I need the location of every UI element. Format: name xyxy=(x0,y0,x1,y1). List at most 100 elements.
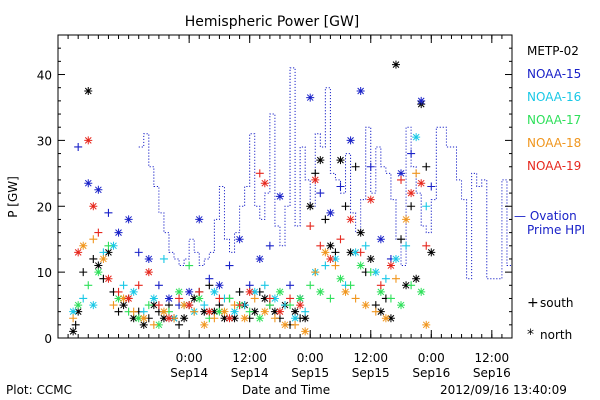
data-point-north xyxy=(376,235,385,244)
data-point-north xyxy=(200,320,209,329)
data-point-south xyxy=(407,281,416,290)
data-point-north xyxy=(417,287,426,296)
data-point-north xyxy=(210,287,219,296)
data-point-north xyxy=(220,307,229,316)
data-point-north xyxy=(134,314,143,323)
data-point-south xyxy=(291,320,300,329)
data-point-north xyxy=(84,86,93,95)
data-point-south xyxy=(306,281,315,290)
data-point-south xyxy=(316,189,325,198)
data-point-south xyxy=(89,235,98,244)
data-point-south xyxy=(427,182,436,191)
data-point-south xyxy=(114,287,123,296)
data-point-south xyxy=(114,307,123,316)
data-point-south xyxy=(74,142,83,151)
data-point-north xyxy=(195,215,204,224)
data-point-north xyxy=(139,314,148,323)
data-point-south xyxy=(109,301,118,310)
data-point-north xyxy=(321,248,330,257)
data-point-north xyxy=(195,294,204,303)
data-point-south xyxy=(154,281,163,290)
data-point-north xyxy=(235,235,244,244)
data-point-south xyxy=(265,241,274,250)
data-point-south xyxy=(175,320,184,329)
data-point-north xyxy=(376,287,385,296)
y-tick-label: 40 xyxy=(37,69,52,83)
legend-ovation-label: — Ovation xyxy=(514,209,577,223)
data-point-north xyxy=(301,314,310,323)
legend-marker-symbol: * xyxy=(527,327,534,343)
data-point-north xyxy=(422,320,431,329)
data-point-south xyxy=(260,281,269,290)
data-point-north xyxy=(381,314,390,323)
data-point-north xyxy=(94,261,103,270)
data-point-north xyxy=(185,301,194,310)
data-point-north xyxy=(346,215,355,224)
data-point-north xyxy=(69,307,78,316)
data-point-north xyxy=(427,248,436,257)
data-point-north xyxy=(79,241,88,250)
data-point-south xyxy=(215,294,224,303)
data-point-north xyxy=(119,301,128,310)
data-point-north xyxy=(109,241,118,250)
y-tick-label: 10 xyxy=(37,266,52,280)
legend-marker-label: south xyxy=(540,296,574,310)
data-point-north xyxy=(175,287,184,296)
data-point-south xyxy=(69,314,78,323)
data-point-south xyxy=(154,301,163,310)
data-point-north xyxy=(129,314,138,323)
data-point-south xyxy=(407,202,416,211)
data-point-north xyxy=(402,215,411,224)
data-point-north xyxy=(301,327,310,336)
data-point-north xyxy=(185,287,194,296)
data-point-north xyxy=(296,301,305,310)
data-point-south xyxy=(316,241,325,250)
legend-item: NOAA-18 xyxy=(527,136,581,150)
data-point-north xyxy=(356,261,365,270)
data-point-north xyxy=(149,301,158,310)
data-point-north xyxy=(311,175,320,184)
data-point-north xyxy=(326,254,335,263)
x-tick-date-label: Sep16 xyxy=(473,366,511,380)
data-point-north xyxy=(154,320,163,329)
data-point-south xyxy=(190,307,199,316)
data-point-south xyxy=(89,254,98,263)
data-point-south xyxy=(341,202,350,211)
data-point-north xyxy=(356,86,365,95)
data-point-south xyxy=(402,241,411,250)
data-point-north xyxy=(104,248,113,257)
data-point-south xyxy=(356,248,365,257)
data-point-north xyxy=(291,307,300,316)
data-point-north xyxy=(326,241,335,250)
x-tick-time-label: 12:00 xyxy=(353,351,388,365)
data-point-south xyxy=(225,261,234,270)
data-point-north xyxy=(124,215,133,224)
data-point-south xyxy=(381,274,390,283)
data-point-south xyxy=(306,222,315,231)
x-axis-label: Date and Time xyxy=(242,383,330,397)
data-point-south xyxy=(119,281,128,290)
data-point-north xyxy=(316,156,325,165)
data-point-south xyxy=(361,241,370,250)
data-point-south xyxy=(286,294,295,303)
data-point-north xyxy=(149,294,158,303)
data-point-north xyxy=(230,314,239,323)
data-point-north xyxy=(341,287,350,296)
x-tick-date-label: Sep14 xyxy=(170,366,208,380)
data-point-north xyxy=(255,254,264,263)
data-point-south xyxy=(412,169,421,178)
data-point-north xyxy=(371,268,380,277)
data-point-south xyxy=(71,320,80,329)
data-point-north xyxy=(164,314,173,323)
data-point-south xyxy=(205,274,214,283)
data-point-south xyxy=(301,307,310,316)
data-point-south xyxy=(255,169,264,178)
data-point-north xyxy=(190,294,199,303)
y-axis-label: P [GW] xyxy=(6,176,20,218)
data-point-south xyxy=(336,182,345,191)
data-point-south xyxy=(149,320,158,329)
ovation-prime-hpi-line xyxy=(138,67,512,280)
data-point-south xyxy=(270,314,279,323)
data-point-north xyxy=(412,133,421,142)
data-point-north xyxy=(417,96,426,105)
